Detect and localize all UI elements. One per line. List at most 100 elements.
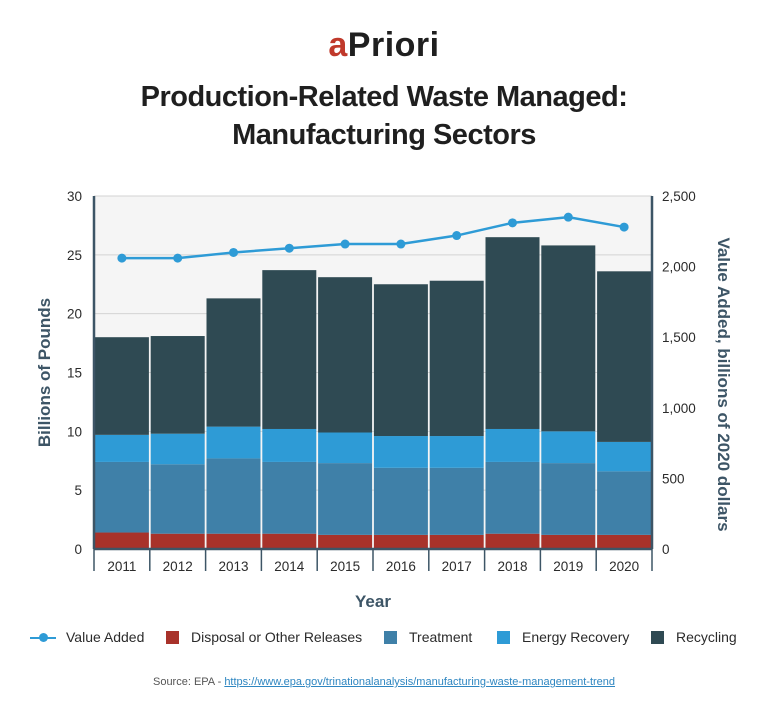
bar-segment — [541, 534, 596, 549]
legend-label: Disposal or Other Releases — [191, 629, 363, 645]
bar-segment — [429, 280, 484, 437]
legend-item-energy-recovery: Energy Recovery — [497, 626, 629, 648]
legend-label: Treatment — [409, 629, 473, 645]
bar-segment — [429, 436, 484, 468]
y-tick-label: 20 — [67, 307, 82, 322]
value-added-point — [396, 239, 406, 249]
bar-segment — [206, 458, 261, 534]
y2-tick-label: 2,000 — [662, 260, 696, 275]
y2-axis-title: Value Added, billions of 2020 dollars — [714, 237, 733, 531]
x-tick-label: 2015 — [330, 559, 360, 574]
bar-segment — [318, 463, 373, 535]
x-axis-ticks: 2011 2012 2013 2014 2015 2016 2017 2018 2019 2020 — [93, 549, 653, 574]
bar-segment — [373, 436, 428, 468]
x-tick-label: 2012 — [163, 559, 193, 574]
bar-segment — [206, 426, 261, 459]
disposal-swatch — [166, 630, 179, 644]
bar-segment — [150, 533, 205, 549]
bar-segment — [429, 467, 484, 535]
treatment-swatch — [384, 630, 397, 644]
y2-tick-label: 2,500 — [662, 189, 696, 204]
y-tick-label: 10 — [67, 424, 82, 439]
x-axis-title: Year — [355, 592, 391, 611]
bar-segment — [485, 533, 540, 549]
bar-segment — [541, 463, 596, 535]
bar-segment — [150, 336, 205, 434]
y2-tick-label: 1,000 — [662, 401, 696, 416]
bar-segment — [485, 428, 540, 462]
bar-segment — [429, 534, 484, 549]
source-label: Source: EPA - — [152, 676, 225, 688]
bar-segment — [150, 464, 205, 534]
chart-title-line-1: Production-Related Waste Managed: — [140, 81, 628, 113]
bar-segment — [94, 532, 149, 549]
x-tick-label: 2011 — [107, 559, 136, 574]
source-note: Source: EPA - https://www.epa.gov/trinat… — [0, 676, 768, 688]
bar-segment — [318, 432, 373, 464]
value-added-point — [117, 253, 127, 263]
x-tick-label: 2018 — [497, 559, 527, 574]
bar-segment — [206, 533, 261, 549]
logo-text: Priori — [347, 26, 440, 64]
legend-item-recycling: Recycling — [651, 626, 737, 648]
bar-segment — [94, 461, 149, 533]
bar-segment — [94, 337, 149, 435]
bar-segment — [597, 471, 652, 535]
y-tick-label: 0 — [74, 542, 82, 557]
x-tick-label: 2014 — [274, 559, 305, 574]
bar-segment — [485, 237, 540, 429]
y2-tick-label: 1,500 — [662, 330, 696, 345]
bar-segment — [373, 534, 428, 549]
value-added-line — [117, 212, 629, 263]
right-axis-ticks: 0 500 1,000 1,500 2,000 2,500 — [662, 189, 696, 557]
value-added-point — [619, 222, 629, 232]
value-added-swatch — [30, 631, 56, 644]
logo-prefix: a — [328, 26, 348, 64]
legend-item-disposal: Disposal or Other Releases — [166, 626, 362, 648]
bar-segment — [541, 431, 596, 464]
value-added-point — [508, 218, 517, 228]
legend: Value Added Disposal or Other Releases T… — [0, 626, 768, 648]
bar-segment — [597, 534, 652, 549]
bar-segment — [318, 277, 373, 433]
y2-tick-label: 500 — [662, 471, 685, 486]
bar-segment — [262, 533, 317, 549]
legend-label: Energy Recovery — [522, 629, 630, 645]
source-link[interactable]: https://www.epa.gov/trinationalanalysis/… — [224, 676, 616, 688]
bar-segment — [206, 298, 261, 427]
left-axis-ticks: 0 5 10 15 20 25 30 — [67, 189, 82, 557]
chart-title-line-2: Manufacturing Sectors — [232, 119, 536, 151]
bar-segment — [597, 441, 652, 472]
legend-item-value-added: Value Added — [30, 626, 144, 648]
value-added-point — [340, 239, 350, 249]
value-added-polyline — [121, 215, 625, 260]
chart-title: Production-Related Waste Managed: Manufa… — [0, 78, 768, 154]
value-added-point — [229, 247, 238, 257]
apriori-logo: aPriori — [0, 26, 768, 65]
y2-tick-label: 0 — [662, 542, 670, 557]
legend-label: Recycling — [676, 629, 737, 645]
recycling-swatch — [651, 630, 664, 644]
legend-label: Value Added — [66, 629, 145, 645]
bar-segment — [262, 461, 317, 534]
bar-segment — [373, 284, 428, 437]
bar-segment — [318, 534, 373, 549]
bar-segment — [262, 428, 317, 462]
x-tick-label: 2020 — [609, 559, 639, 574]
bar-segment — [150, 433, 205, 465]
y-tick-label: 5 — [74, 483, 82, 498]
value-added-point — [173, 253, 183, 263]
x-tick-label: 2017 — [442, 559, 472, 574]
y-tick-label: 25 — [67, 248, 82, 263]
bars — [94, 237, 652, 549]
legend-item-treatment: Treatment — [384, 626, 472, 648]
y-tick-label: 15 — [67, 366, 82, 381]
x-tick-label: 2013 — [218, 559, 248, 574]
x-tick-label: 2016 — [386, 559, 416, 574]
bar-segment — [597, 271, 652, 442]
value-added-point — [284, 243, 294, 253]
bar-segment — [373, 467, 428, 535]
y-tick-label: 30 — [67, 189, 82, 204]
y-axis-title: Billions of Pounds — [35, 298, 54, 447]
